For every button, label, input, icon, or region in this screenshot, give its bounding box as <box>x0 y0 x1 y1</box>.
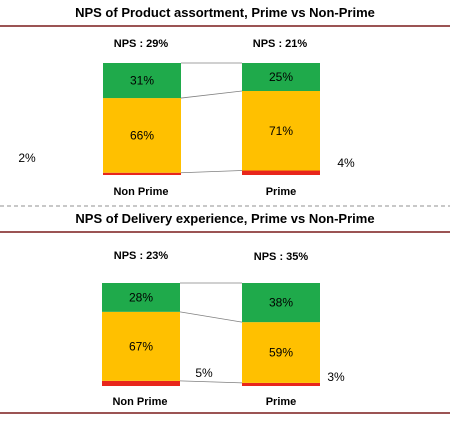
connector-line <box>179 380 243 384</box>
passive-label-non-prime: 66% <box>130 128 154 142</box>
connector-lines <box>180 62 243 174</box>
panel-product-assortment: NPS of Product assortment, Prime vs Non-… <box>0 5 450 198</box>
promoter-segment-non-prime <box>102 283 180 312</box>
chart-title: NPS of Delivery experience, Prime vs Non… <box>75 211 374 226</box>
stacked-bars: 66% 31% 71% 25% <box>103 63 320 175</box>
passive-segment-non-prime <box>103 98 181 173</box>
category-label-prime: Prime <box>266 186 297 198</box>
detractor-segment-non-prime <box>102 380 180 386</box>
nps-label-prime: NPS : 21% <box>253 38 308 50</box>
stacked-bars: 67% 28% 59% 38% <box>102 283 320 386</box>
passive-segment-prime <box>242 322 320 383</box>
category-label-non-prime: Non Prime <box>113 186 168 198</box>
detractor-label-non-prime: 2% <box>18 151 36 165</box>
promoter-label-non-prime: 28% <box>129 290 153 304</box>
promoter-label-non-prime: 31% <box>130 74 154 88</box>
category-label-prime: Prime <box>266 396 297 408</box>
panel-delivery-experience: NPS of Delivery experience, Prime vs Non… <box>0 211 450 414</box>
passive-segment-non-prime <box>102 311 180 381</box>
passive-label-non-prime: 67% <box>129 339 153 353</box>
nps-label-prime: NPS : 35% <box>254 251 309 263</box>
promoter-label-prime: 38% <box>269 296 293 310</box>
connector-lines <box>179 282 243 384</box>
connector-line <box>180 90 243 99</box>
promoter-segment-non-prime <box>103 63 181 99</box>
connector-line <box>180 170 243 174</box>
promoter-segment-prime <box>242 283 320 323</box>
detractor-label-prime: 4% <box>337 156 355 170</box>
detractor-label-non-prime: 5% <box>195 366 213 380</box>
nps-label-non-prime: NPS : 23% <box>114 250 169 262</box>
detractor-segment-non-prime <box>103 172 181 175</box>
passive-segment-prime <box>242 91 320 171</box>
detractor-label-prime: 3% <box>327 370 345 384</box>
nps-label-non-prime: NPS : 29% <box>114 38 169 50</box>
detractor-segment-prime <box>242 170 320 175</box>
category-label-non-prime: Non Prime <box>112 396 167 408</box>
passive-label-prime: 71% <box>269 124 293 138</box>
chart-title: NPS of Product assortment, Prime vs Non-… <box>75 5 375 20</box>
promoter-segment-prime <box>242 63 320 91</box>
connector-line <box>179 311 243 323</box>
promoter-label-prime: 25% <box>269 70 293 84</box>
detractor-segment-prime <box>242 382 320 386</box>
passive-label-prime: 59% <box>269 346 293 360</box>
